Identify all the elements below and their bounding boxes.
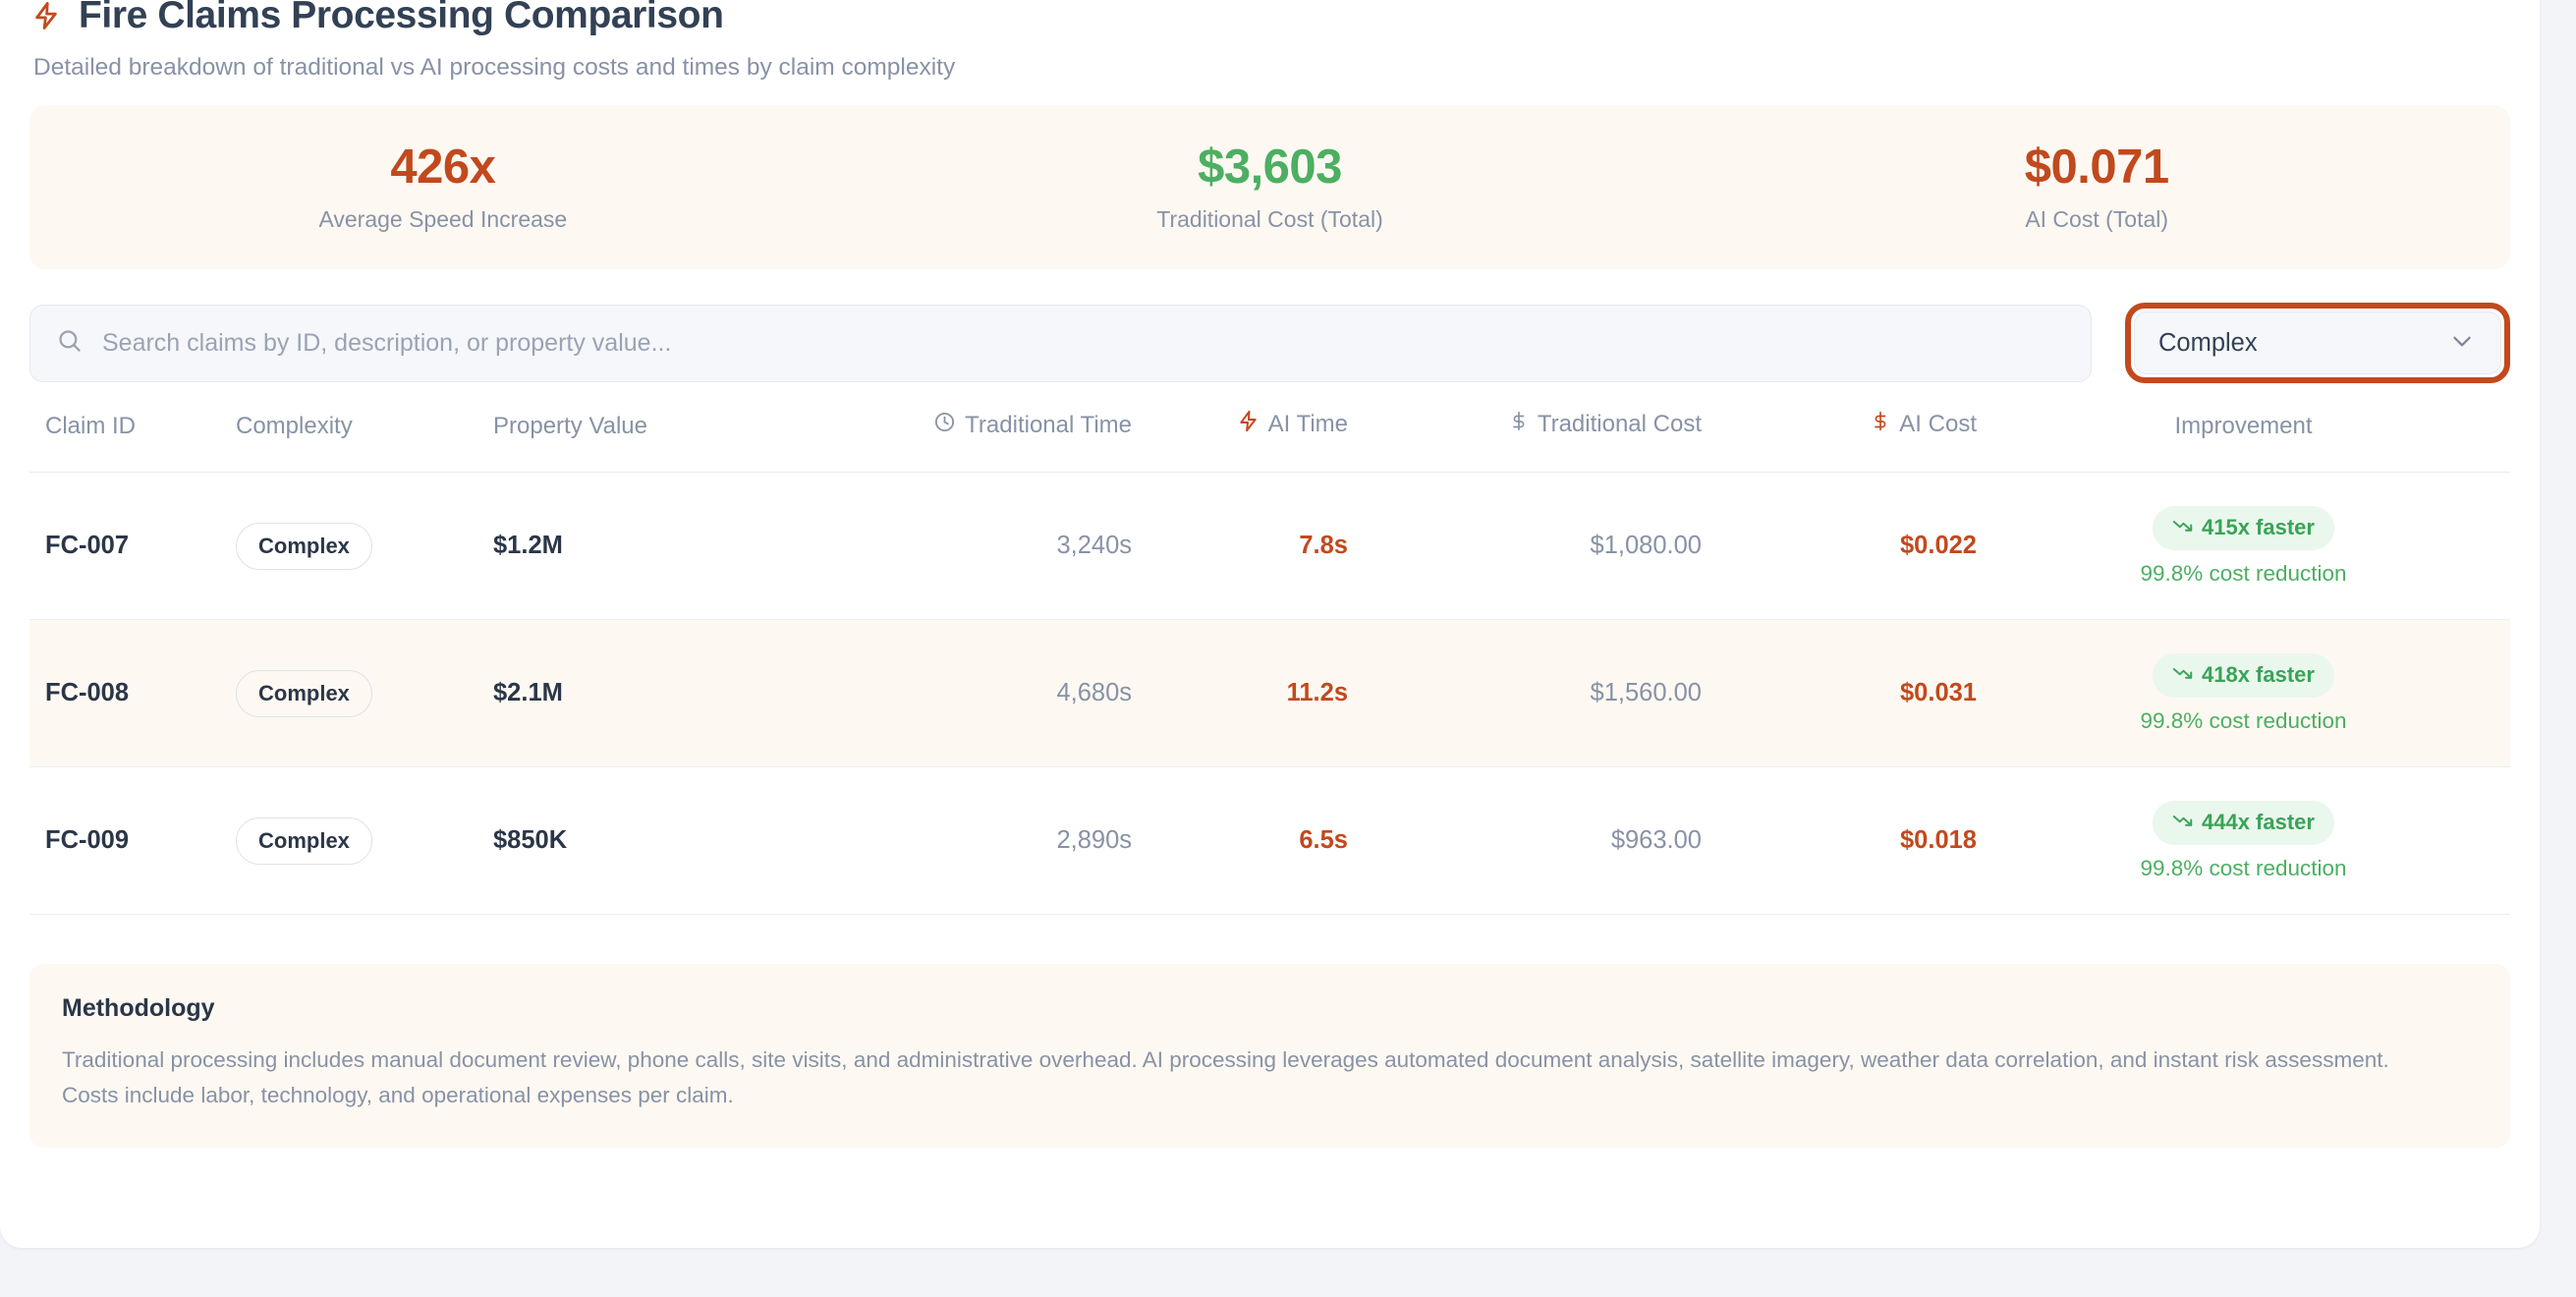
complexity-filter-inner[interactable]: Complex <box>2134 311 2501 375</box>
th-traditional-time[interactable]: Traditional Time <box>817 409 1132 473</box>
cell-improvement: 415x faster 99.8% cost reduction <box>1977 473 2510 620</box>
th-label: Property Value <box>493 413 647 440</box>
th-label: AI Cost <box>1899 411 1977 438</box>
filters-row: Search claims by ID, description, or pro… <box>29 303 2510 384</box>
cell-traditional-time: 2,890s <box>1056 826 1132 855</box>
title-row: Fire Claims Processing Comparison <box>29 0 2510 36</box>
stat-value: $3,603 <box>1198 141 1342 195</box>
search-icon <box>56 327 83 359</box>
table-header-row: Claim ID Complexity Property Value <box>29 409 2510 473</box>
page-subtitle: Detailed breakdown of traditional vs AI … <box>33 53 956 81</box>
cell-complexity: Complex <box>236 620 493 767</box>
dollar-icon <box>1871 409 1890 440</box>
summary-stats-bar: 426x Average Speed Increase $3,603 Tradi… <box>29 105 2510 270</box>
page-title: Fire Claims Processing Comparison <box>79 0 724 36</box>
comparison-card: Fire Claims Processing Comparison Detail… <box>0 0 2540 1248</box>
cell-traditional-cost: $963.00 <box>1610 826 1702 855</box>
cell-traditional-cost: $1,560.00 <box>1590 679 1702 707</box>
methodology-panel: Methodology Traditional processing inclu… <box>29 964 2510 1149</box>
improvement-badge-label: 418x faster <box>2202 662 2315 688</box>
cell-ai-cost: $0.022 <box>1900 532 1977 560</box>
th-label: Traditional Time <box>965 412 1132 439</box>
cell-improvement: 444x faster 99.8% cost reduction <box>1977 767 2510 915</box>
cell-claim-id: FC-007 <box>45 532 130 560</box>
lightning-bolt-icon <box>29 0 63 34</box>
trending-down-icon <box>2172 810 2193 836</box>
th-improvement[interactable]: Improvement <box>1977 409 2510 473</box>
cost-reduction-text: 99.8% cost reduction <box>2140 707 2347 733</box>
cell-ai-cost: $0.031 <box>1900 679 1977 707</box>
clock-icon <box>933 411 956 440</box>
cell-claim-id: FC-008 <box>45 679 130 707</box>
cell-property-value: $2.1M <box>493 679 563 707</box>
table-row[interactable]: FC-009 Complex $850K 2,890s 6.5s $963.00… <box>29 767 2510 915</box>
stat-value: $0.071 <box>2024 141 2169 195</box>
complexity-badge: Complex <box>236 522 372 570</box>
th-ai-cost[interactable]: AI Cost <box>1702 409 1977 473</box>
th-label: Complexity <box>236 413 353 440</box>
lightning-bolt-icon <box>1237 409 1260 440</box>
improvement-badge: 444x faster <box>2153 800 2334 845</box>
complexity-filter-value: Complex <box>2158 328 2258 357</box>
search-placeholder: Search claims by ID, description, or pro… <box>102 328 672 357</box>
trending-down-icon <box>2172 515 2193 541</box>
cell-improvement: 418x faster 99.8% cost reduction <box>1977 620 2510 767</box>
stat-label: Average Speed Increase <box>318 205 568 232</box>
cell-claim-id: FC-009 <box>45 826 130 855</box>
stat-label: Traditional Cost (Total) <box>1156 205 1383 232</box>
card-header: Fire Claims Processing Comparison Detail… <box>29 0 2510 82</box>
cell-traditional-time: 4,680s <box>1056 679 1132 707</box>
th-claim-id[interactable]: Claim ID <box>29 409 236 473</box>
th-label: Improvement <box>2174 413 2313 440</box>
cell-complexity: Complex <box>236 767 493 915</box>
stat-ai-cost-total: $0.071 AI Cost (Total) <box>1683 141 2510 232</box>
table-head: Claim ID Complexity Property Value <box>29 409 2510 473</box>
improvement-badge: 418x faster <box>2153 652 2334 698</box>
th-label: Traditional Cost <box>1537 411 1702 438</box>
th-traditional-cost[interactable]: Traditional Cost <box>1358 409 1702 473</box>
cell-complexity: Complex <box>236 473 493 620</box>
table-row[interactable]: FC-007 Complex $1.2M 3,240s 7.8s $1,080.… <box>29 473 2510 620</box>
th-label: Claim ID <box>45 413 137 440</box>
th-label: AI Time <box>1267 411 1348 438</box>
improvement-badge-label: 444x faster <box>2202 810 2315 835</box>
stat-value: 426x <box>390 141 496 195</box>
trending-down-icon <box>2172 662 2193 689</box>
cell-traditional-time: 3,240s <box>1056 532 1132 560</box>
improvement-badge-label: 415x faster <box>2202 515 2315 540</box>
stat-traditional-cost-total: $3,603 Traditional Cost (Total) <box>857 141 1684 232</box>
stat-label: AI Cost (Total) <box>2025 205 2169 232</box>
cell-ai-time: 6.5s <box>1299 826 1348 855</box>
improvement-badge: 415x faster <box>2153 505 2334 550</box>
cell-traditional-cost: $1,080.00 <box>1590 532 1702 560</box>
th-complexity[interactable]: Complexity <box>236 409 493 473</box>
cell-ai-cost: $0.018 <box>1900 826 1977 855</box>
complexity-badge: Complex <box>236 817 372 865</box>
chevron-down-icon <box>2449 328 2475 359</box>
claims-comparison-table: Claim ID Complexity Property Value <box>29 409 2510 915</box>
cell-ai-time: 7.8s <box>1299 532 1348 560</box>
table-body: FC-007 Complex $1.2M 3,240s 7.8s $1,080.… <box>29 473 2510 915</box>
cell-property-value: $850K <box>493 826 568 855</box>
cell-property-value: $1.2M <box>493 532 563 560</box>
cost-reduction-text: 99.8% cost reduction <box>2140 560 2347 586</box>
cell-ai-time: 11.2s <box>1286 679 1348 707</box>
methodology-heading: Methodology <box>62 994 215 1023</box>
th-ai-time[interactable]: AI Time <box>1132 409 1358 473</box>
complexity-badge: Complex <box>236 669 372 717</box>
complexity-filter-select[interactable]: Complex <box>2125 303 2510 384</box>
th-property-value[interactable]: Property Value <box>493 409 817 473</box>
stat-average-speed-increase: 426x Average Speed Increase <box>29 141 857 232</box>
table-row[interactable]: FC-008 Complex $2.1M 4,680s 11.2s $1,560… <box>29 619 2510 767</box>
methodology-text: Traditional processing includes manual d… <box>62 1047 2389 1107</box>
search-input[interactable]: Search claims by ID, description, or pro… <box>29 304 2092 382</box>
cost-reduction-text: 99.8% cost reduction <box>2140 855 2347 880</box>
dollar-icon <box>1509 409 1529 440</box>
